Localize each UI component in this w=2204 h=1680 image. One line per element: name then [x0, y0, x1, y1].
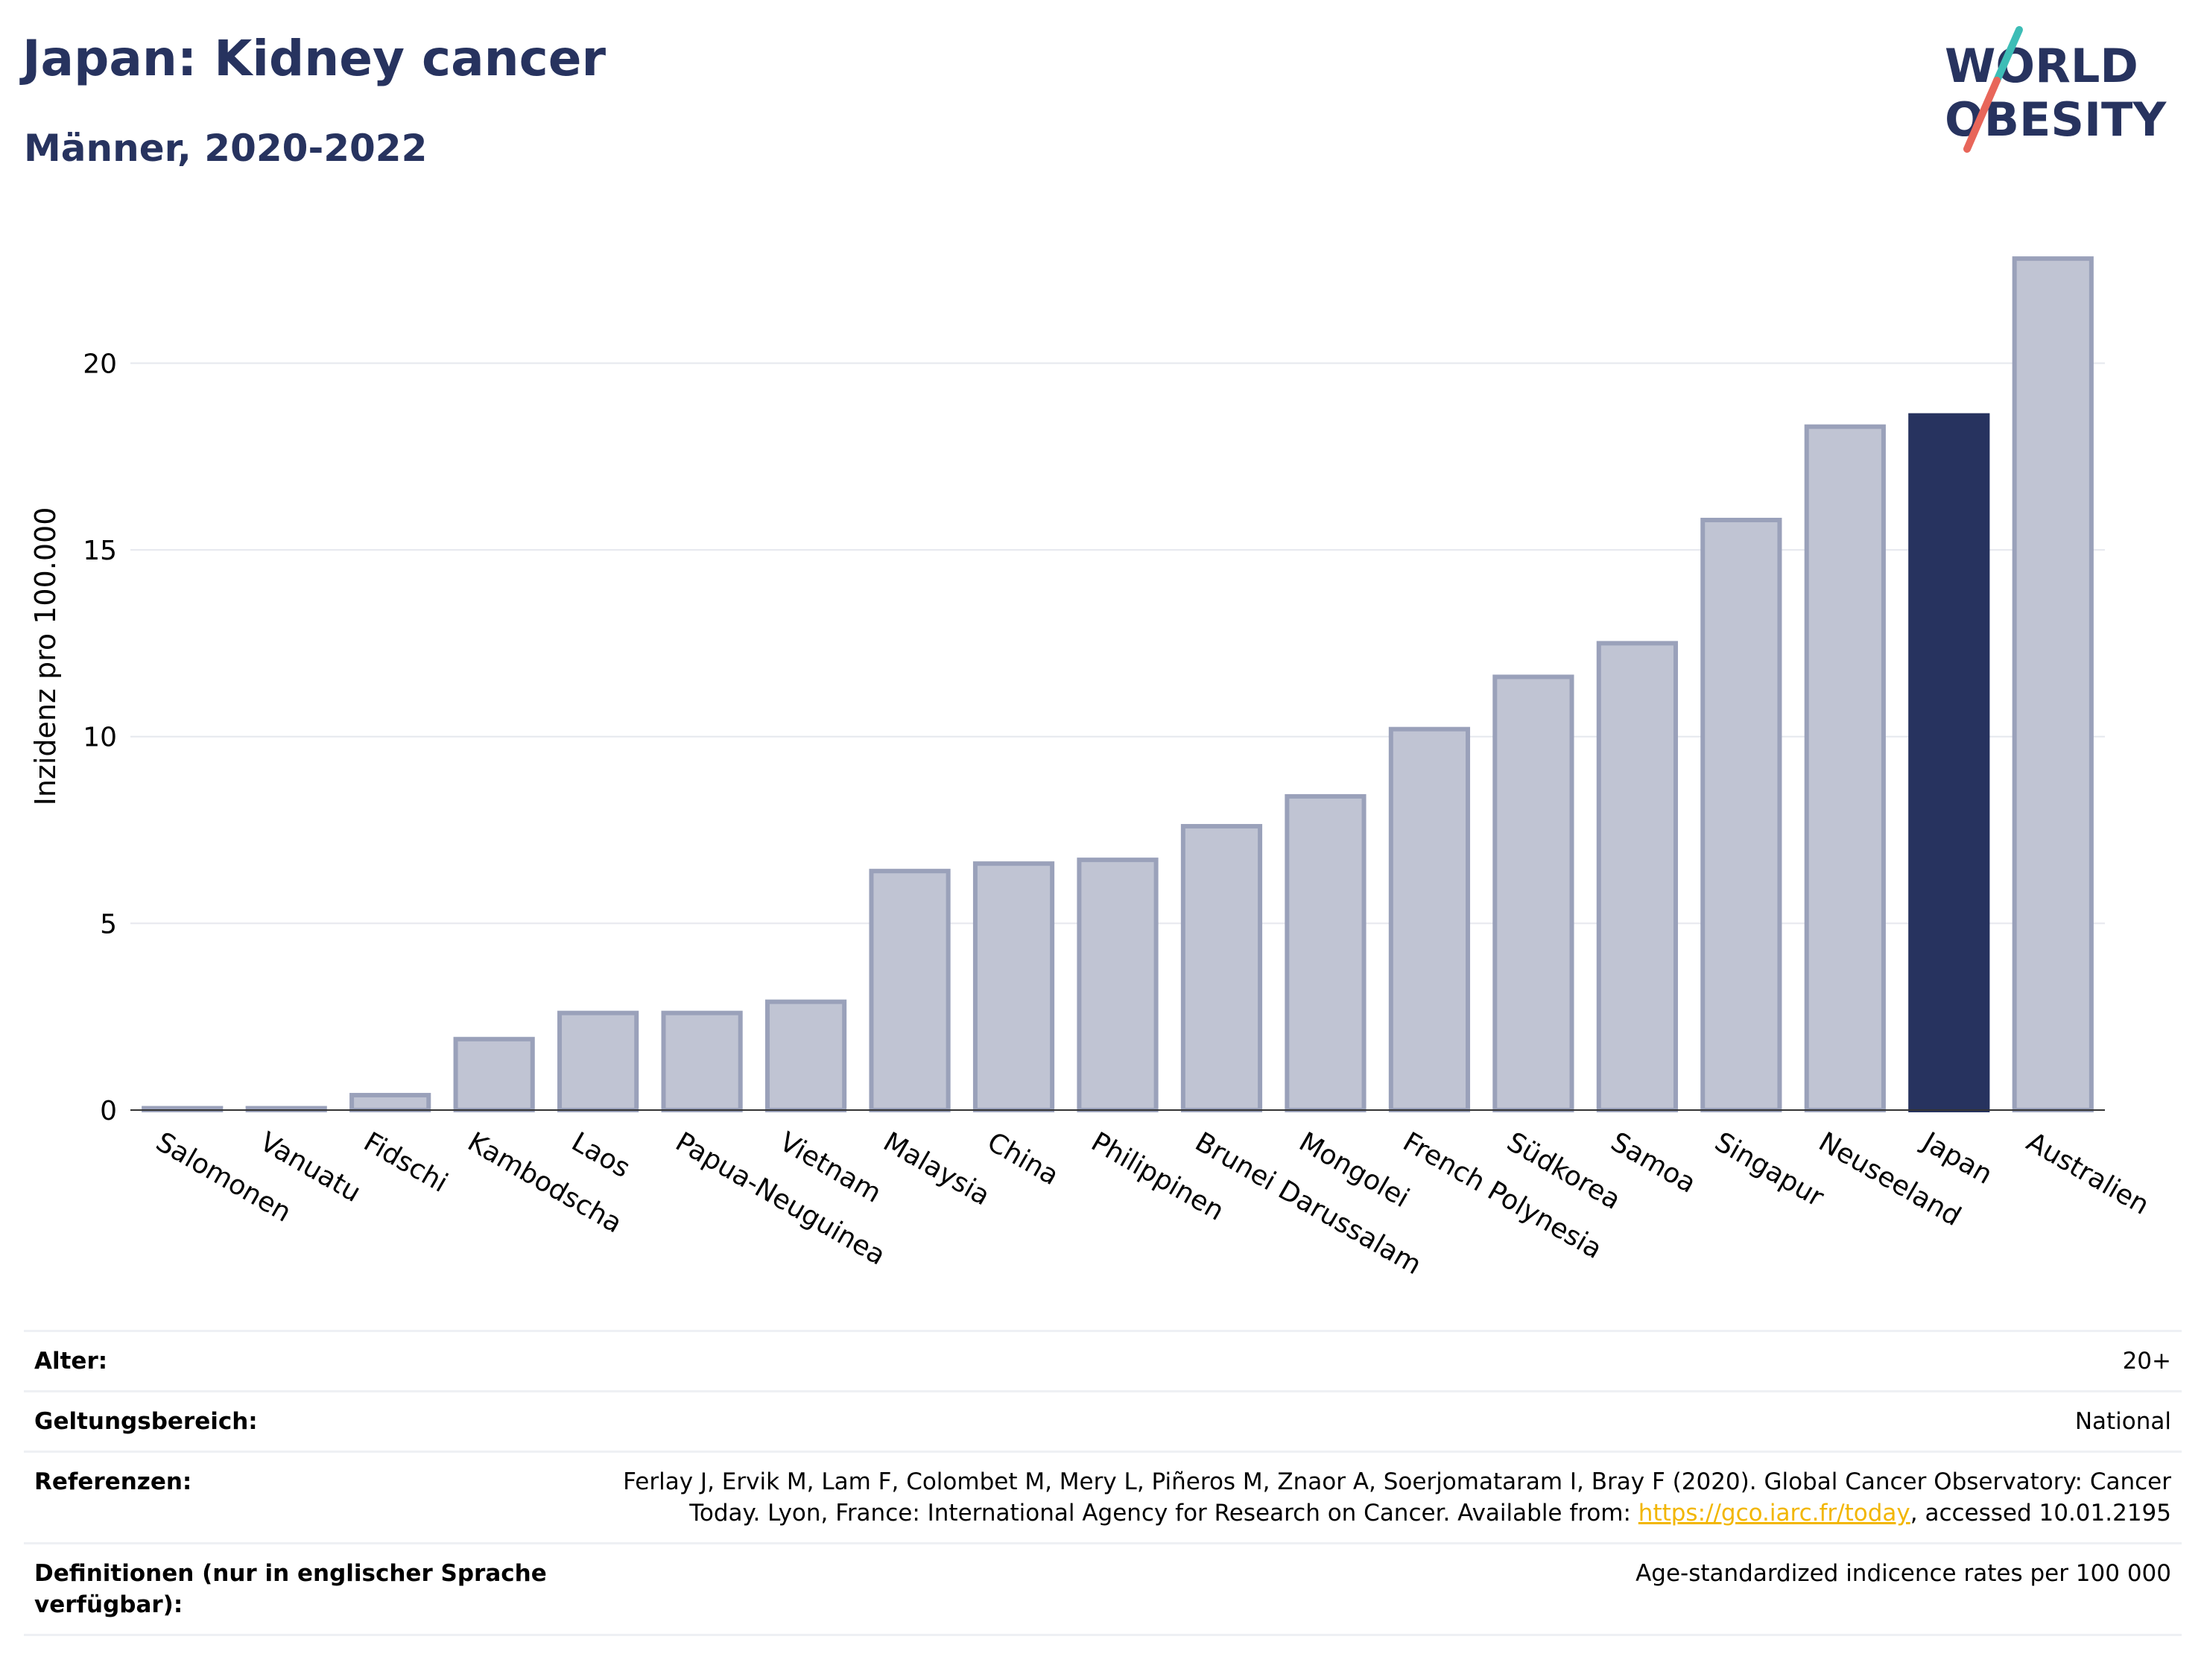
meta-label-age: Alter:: [34, 1348, 108, 1375]
meta-value-age: 20+: [2122, 1348, 2171, 1375]
meta-value-references: Ferlay J, Ervik M, Lam F, Colombet M, Me…: [607, 1466, 2171, 1529]
y-tick-label: 20: [83, 349, 117, 379]
logo-slash-teal: [1993, 26, 2023, 84]
y-axis-label: Inzidenz pro 100.000: [29, 507, 62, 806]
x-tick-label: Malaysia: [878, 1126, 995, 1211]
x-tick-label: Laos: [566, 1126, 635, 1184]
bar-mongolei: [1285, 793, 1367, 1112]
references-accessed: , accessed 10.01.2195: [1910, 1500, 2171, 1527]
logo-line1: WORLD: [1945, 39, 2138, 93]
bar-laos: [557, 1010, 639, 1112]
bar-samoa: [1596, 641, 1678, 1112]
y-tick-label: 5: [100, 909, 117, 939]
bar-australien: [2012, 256, 2094, 1112]
logo-slash-coral: [1963, 77, 2001, 153]
x-tick-label: Singapur: [1709, 1126, 1828, 1213]
chart-title: Japan: Kidney cancer: [22, 30, 607, 87]
references-text: Ferlay J, Ervik M, Lam F, Colombet M, Me…: [623, 1468, 2171, 1527]
meta-row-scope: Geltungsbereich: National: [24, 1390, 2182, 1451]
y-tick-label: 0: [100, 1096, 117, 1126]
x-tick-label: Japan: [1916, 1126, 1998, 1191]
meta-label-definitions: Definitionen (nur in englischer Sprache …: [34, 1560, 547, 1618]
bar-brunei-darussalam: [1180, 824, 1263, 1112]
bar-french-polynesia: [1388, 726, 1471, 1112]
x-tick-label: Fidschi: [358, 1126, 452, 1199]
meta-row-references: Referenzen: Ferlay J, Ervik M, Lam F, Co…: [24, 1451, 2182, 1542]
y-tick-labels: 0 5 10 15 20: [83, 349, 117, 1126]
bar-kambodscha: [453, 1036, 535, 1112]
bar-fidschi: [349, 1092, 431, 1113]
y-tick-label: 10: [83, 723, 117, 753]
y-tick-label: 15: [83, 536, 117, 566]
meta-row-definitions: Definitionen (nur in englischer Sprache …: [24, 1542, 2182, 1636]
x-tick-label: French Polynesia: [1398, 1126, 1607, 1265]
meta-label-references: Referenzen:: [34, 1468, 192, 1495]
bar-papua-neuguinea: [661, 1010, 743, 1112]
bar-philippinen: [1077, 858, 1159, 1112]
bar-china: [972, 861, 1055, 1113]
references-link[interactable]: https://gco.iarc.fr/today: [1638, 1500, 1910, 1527]
x-tick-label: Australien: [2021, 1126, 2154, 1221]
meta-value-scope: National: [2074, 1408, 2171, 1435]
bar-singapur: [1700, 517, 1782, 1112]
meta-row-age: Alter: 20+: [24, 1330, 2182, 1390]
bars: [142, 256, 2094, 1113]
meta-label-scope: Geltungsbereich:: [34, 1408, 258, 1435]
chart-subtitle: Männer, 2020-2022: [24, 127, 428, 170]
bar-malaysia: [869, 869, 951, 1112]
world-obesity-logo: WORLD OBESITY: [1945, 26, 2167, 153]
bar-japan: [1908, 413, 1990, 1112]
bar-neuseeland: [1804, 424, 1886, 1112]
x-tick-label: China: [982, 1126, 1064, 1191]
meta-value-definitions: Age-standardized indicence rates per 100…: [1635, 1560, 2171, 1587]
metadata-table: Alter: 20+ Geltungsbereich: National Ref…: [24, 1330, 2182, 1636]
bar-südkorea: [1492, 674, 1574, 1112]
bar-vietnam: [764, 999, 847, 1112]
